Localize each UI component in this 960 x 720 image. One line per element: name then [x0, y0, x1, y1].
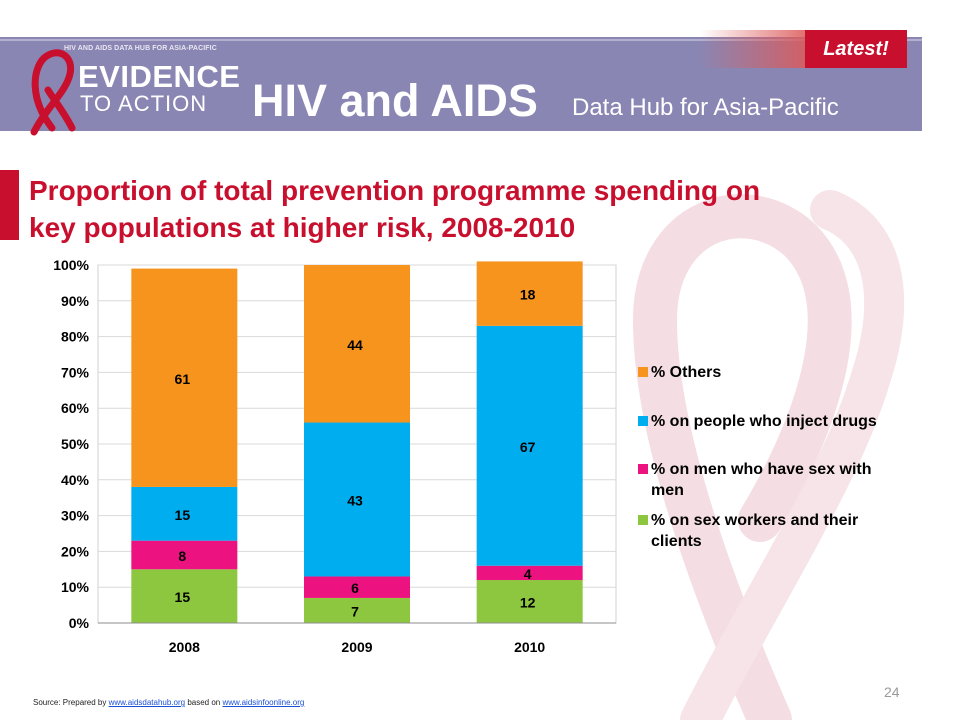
y-tick-label: 100% [53, 257, 89, 273]
legend-label: % on sex workers and their [651, 512, 858, 529]
legend-swatch [638, 464, 648, 474]
legend-label: % Others [651, 364, 721, 381]
slide-title-line2: key populations at higher risk, 2008-201… [29, 212, 576, 243]
y-tick-label: 80% [61, 329, 90, 345]
bar-segment [476, 580, 583, 623]
data-label: 15 [175, 589, 191, 605]
logo-to-action-text: TO ACTION [80, 91, 208, 116]
bar-segment [131, 569, 238, 623]
data-label: 61 [175, 371, 191, 387]
source-link-aidsdatahub[interactable]: www.aidsdatahub.org [108, 698, 186, 707]
legend-swatch [638, 416, 648, 426]
hub-subtitle: Data Hub for Asia-Pacific [572, 94, 839, 121]
legend-label: men [651, 482, 684, 499]
bar-segment [476, 261, 583, 326]
slide-title-line1: Proportion of total prevention programme… [29, 175, 761, 206]
bar-segment [304, 265, 410, 423]
legend-label: % on people who inject drugs [651, 413, 877, 430]
y-tick-label: 0% [69, 615, 90, 631]
bar-segment [131, 268, 238, 487]
page-number: 24 [884, 684, 900, 700]
source-link-aidsinfoonline[interactable]: www.aidsinfoonline.org [222, 698, 305, 707]
y-tick-label: 30% [61, 508, 90, 524]
slide-title: Proportion of total prevention programme… [29, 172, 899, 246]
data-label: 8 [178, 548, 186, 564]
data-label: 12 [520, 595, 536, 611]
title-accent-bar [0, 170, 19, 240]
data-label: 7 [351, 603, 359, 619]
latest-badge-fade [700, 30, 810, 68]
legend-label: clients [651, 533, 702, 550]
bar-segment [304, 422, 410, 577]
bar-segment [304, 597, 410, 623]
source-middle: based on [185, 698, 223, 707]
data-label: 44 [347, 337, 363, 353]
y-tick-label: 10% [61, 579, 90, 595]
y-tick-label: 20% [61, 543, 90, 559]
red-ribbon-icon [30, 49, 76, 136]
source-note: Source: Prepared by www.aidsdatahub.org … [33, 698, 304, 707]
y-tick-label: 70% [61, 364, 90, 380]
bar-segment [131, 486, 238, 541]
legend-label: % on men who have sex with [651, 461, 872, 478]
bar-segment [304, 576, 410, 598]
y-tick-label: 60% [61, 400, 90, 416]
y-tick-label: 40% [61, 472, 90, 488]
bar-segment [476, 325, 583, 566]
bar-segment [131, 540, 238, 570]
latest-badge: Latest! [805, 30, 907, 68]
source-prefix: Source: Prepared by [33, 698, 109, 707]
legend-swatch [638, 515, 648, 525]
bar-segment [476, 565, 583, 581]
logo-evidence-text: EVIDENCE [78, 59, 241, 94]
y-tick-label: 90% [61, 293, 90, 309]
data-label: 4 [524, 566, 532, 582]
y-tick-label: 50% [61, 436, 90, 452]
data-label: 18 [520, 287, 536, 303]
data-label: 15 [175, 507, 191, 523]
hub-title: HIV and AIDS [252, 75, 538, 126]
data-label: 6 [351, 580, 359, 596]
logo-small-text: HIV AND AIDS DATA HUB FOR ASIA-PACIFIC [64, 45, 217, 52]
x-tick-label: 2009 [341, 639, 372, 655]
x-tick-label: 2008 [169, 639, 200, 655]
data-label: 67 [520, 439, 536, 455]
legend-swatch [638, 367, 648, 377]
x-tick-label: 2010 [514, 639, 545, 655]
data-label: 43 [347, 492, 363, 508]
